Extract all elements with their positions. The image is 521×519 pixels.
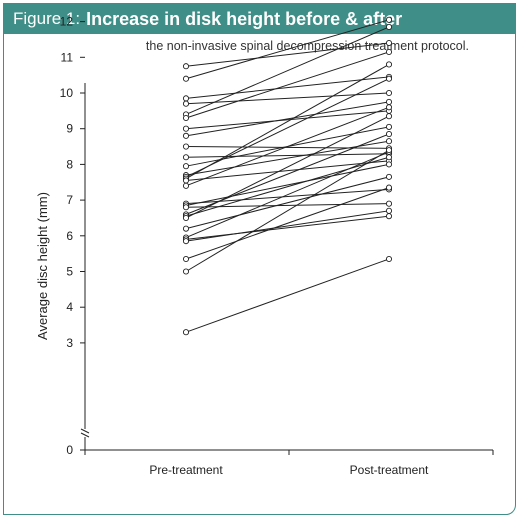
data-point [385,255,393,263]
series-line [185,42,390,67]
series-line [185,110,390,130]
data-point [182,182,190,189]
y-tick-label: 4 [66,300,73,314]
data-point [385,39,393,47]
series-line [185,203,390,208]
data-point [385,16,393,23]
y-tick-label: 7 [66,193,73,207]
series-line [185,187,390,260]
data-point [182,63,190,70]
data-point [385,113,393,120]
data-point [182,268,190,275]
data-point [182,132,190,139]
y-axis-break-mark [80,428,90,434]
series-line [185,160,390,181]
data-point [385,207,393,214]
y-tick-label: 11 [61,50,74,64]
series-line [185,153,390,158]
data-point [385,23,393,31]
y-tick-label: 3 [66,336,73,350]
series-line [185,106,390,187]
series-line [185,101,390,137]
series-line [185,176,390,230]
data-point [182,154,190,161]
y-tick-label: 12 [60,15,74,29]
data-point [385,200,393,207]
y-axis-label: Average disc height (mm) [35,192,50,340]
y-tick-label: 6 [66,229,73,243]
data-point [385,131,393,138]
data-point [385,98,393,105]
series-line [185,51,390,119]
series-line [185,76,390,99]
series-line [185,19,390,80]
figure-label: Figure 1: [13,9,81,28]
x-category-label: Post-treatment [350,463,429,477]
figure-title: Increase in disk height before & after [86,8,403,29]
series-line [185,188,390,205]
data-point [385,89,393,97]
figure-frame: Figure 1: Increase in disk height before… [3,3,516,515]
series-line [185,78,390,178]
data-point [182,114,190,122]
data-point [182,95,190,102]
series-line [185,258,390,333]
data-point [182,238,190,245]
series-line [185,26,390,115]
y-axis-break-mark [80,432,90,438]
data-point [182,100,190,107]
y-tick-label: 8 [66,157,73,171]
series-line [185,215,390,240]
data-point [385,147,393,154]
series-line [185,149,390,272]
series-line [185,163,390,206]
data-point [385,104,393,111]
data-point [385,123,393,130]
y-tick-label: 10 [60,86,74,100]
series-line [185,156,390,217]
data-point [182,143,190,150]
x-category-label: Pre-treatment [149,463,223,477]
series-line [185,92,390,105]
data-point [385,154,393,161]
series-line [185,64,390,180]
data-point [182,255,190,263]
data-point [385,173,393,180]
y-tick-label: 9 [66,122,73,136]
data-point [182,225,190,232]
data-point [182,125,190,132]
series-line [185,140,390,176]
data-point [385,184,393,191]
y-tick-label: 5 [66,265,73,279]
data-point [182,163,190,170]
series-line [185,151,390,239]
figure-title-bar: Figure 1: Increase in disk height before… [4,4,515,34]
data-point [182,329,190,336]
data-point [385,138,393,145]
data-point [182,177,190,184]
series-line [185,146,390,149]
data-point [182,214,190,221]
data-point [182,204,190,211]
data-point [385,48,393,55]
y-tick-label: 0 [66,443,73,457]
data-point [385,61,393,68]
data-point [385,161,393,168]
series-line [185,210,390,242]
data-point [182,75,190,82]
data-point [385,75,393,82]
data-point [385,213,393,220]
series-line [185,115,390,219]
